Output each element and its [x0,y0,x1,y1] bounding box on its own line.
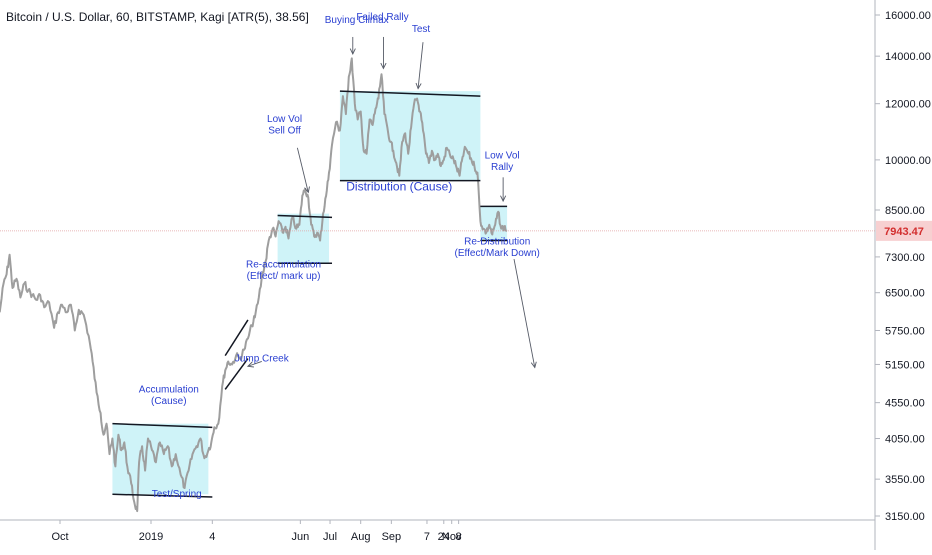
y-tick-label-11: 3550.00 [885,474,925,486]
y-tick-label-4: 8500.00 [885,205,925,217]
annotation-9: Low Vol Rally [485,150,520,173]
annotation-7: Test [412,24,431,35]
boundary-line-4 [339,90,481,97]
x-tick-label-5: Aug [351,531,371,543]
annotation-arrow-5 [500,177,507,203]
zone-1 [277,213,330,264]
boundary-line-9 [224,358,249,390]
last-price-tag: 7943.47 [0,220,932,241]
y-tick-label-0: 16000.00 [885,10,931,22]
y-tick-label-5: 7300.00 [885,252,925,264]
annotation-arrow-2 [380,36,387,70]
annotation-arrow-4 [246,361,262,368]
x-tick-label-0: Oct [51,531,68,543]
annotation-2: Jump Creek [235,353,290,364]
y-tick-label-10: 4050.00 [885,434,925,446]
x-tick-label-3: Jun [291,531,309,543]
annotation-arrow-0 [296,147,310,194]
y-tick-label-9: 4550.00 [885,398,925,410]
y-tick-label-7: 5750.00 [885,325,925,337]
last-price-label: 7943.47 [884,226,924,238]
x-tick-label-7: 7 [424,531,430,543]
x-tick-label-1: 2019 [139,531,163,543]
y-tick-label-3: 10000.00 [885,155,931,167]
x-tick-label-9: Nov [442,531,462,543]
annotation-arrow-3 [415,42,424,90]
y-tick-label-12: 3150.00 [885,511,925,523]
annotation-3: Re-accumulation (Effect/ mark up) [246,260,321,283]
annotation-4: Low Vol Sell Off [267,114,302,136]
y-tick-label-8: 5150.00 [885,359,925,371]
last-price-box [876,220,932,241]
price-series-line [0,57,508,513]
annotation-arrow-1 [349,36,356,56]
y-tick-label-2: 12000.00 [885,99,931,111]
x-tick-label-2: 4 [209,531,215,543]
x-tick-label-6: Sep [382,531,402,543]
annotation-arrow-6 [513,258,537,369]
boundary-line-8 [224,319,249,357]
boundary-line-2 [277,214,333,219]
x-tick-label-8: 24 [438,531,450,543]
chart-title: Bitcoin / U.S. Dollar, 60, BITSTAMP, Kag… [6,10,309,24]
boundary-line-1 [112,493,213,498]
zone-3 [480,206,508,241]
y-tick-label-1: 14000.00 [885,51,931,63]
annotation-10: Re-Distribution (Effect/Mark Down) [455,236,540,259]
x-tick-label-4: Jul [323,531,337,543]
annotation-6: Failed Rally [356,12,408,23]
y-tick-label-6: 6500.00 [885,288,925,300]
annotation-0: Accumulation (Cause) [139,385,199,408]
boundary-line-0 [112,422,213,429]
x-tick-label-10: 8 [456,531,462,543]
annotation-8: Distribution (Cause) [346,180,452,194]
annotation-1: Test/Spring [152,489,202,500]
annotation-5: Buying Climax [325,15,389,26]
